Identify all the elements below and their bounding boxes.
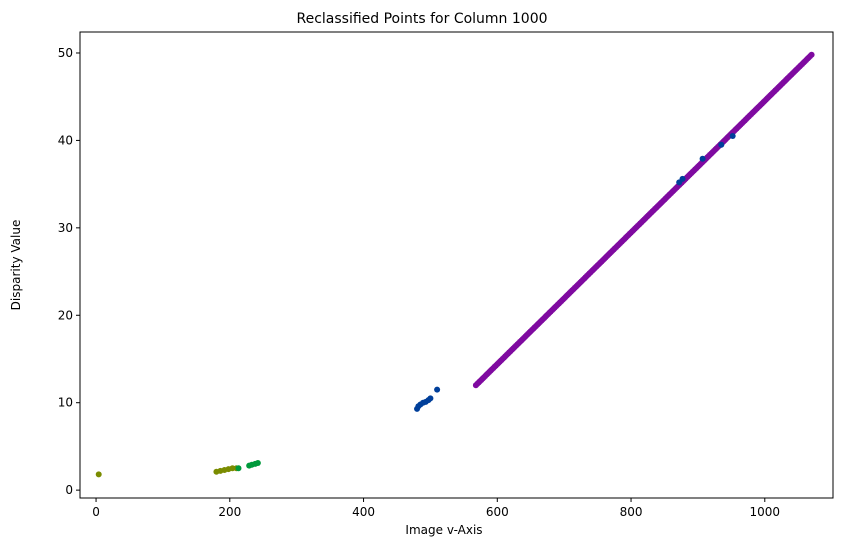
x-tick-label: 600 — [486, 505, 509, 519]
data-point-series-3 — [427, 395, 434, 402]
data-point-series-4 — [808, 51, 815, 58]
y-tick-label: 30 — [58, 221, 73, 235]
y-tick-label: 20 — [58, 308, 73, 322]
y-tick-label: 50 — [58, 46, 73, 60]
data-point-series-3 — [729, 133, 736, 140]
data-points — [95, 51, 815, 478]
x-tick-label: 1000 — [750, 505, 781, 519]
data-point-series-2 — [235, 465, 242, 472]
y-tick-label: 40 — [58, 133, 73, 147]
y-axis: 0 10 20 30 40 50 — [58, 46, 80, 497]
x-tick-label: 800 — [620, 505, 643, 519]
chart-title: Reclassified Points for Column 1000 — [296, 11, 547, 27]
y-tick-label: 10 — [58, 396, 73, 410]
y-tick-label: 0 — [65, 483, 73, 497]
x-tick-label: 0 — [92, 505, 100, 519]
data-point-series-2 — [254, 460, 261, 467]
data-point-series-3 — [679, 175, 686, 182]
x-axis: 0 200 400 600 800 1000 — [92, 498, 780, 519]
data-point-series-3 — [699, 155, 706, 162]
data-point-series-1 — [95, 471, 102, 478]
x-tick-label: 200 — [218, 505, 241, 519]
y-axis-label: Disparity Value — [9, 220, 23, 311]
x-tick-label: 400 — [352, 505, 375, 519]
x-axis-label: Image v-Axis — [405, 523, 482, 537]
plot-frame — [79, 31, 834, 499]
data-point-series-3 — [434, 386, 441, 393]
data-point-series-3 — [718, 141, 725, 148]
